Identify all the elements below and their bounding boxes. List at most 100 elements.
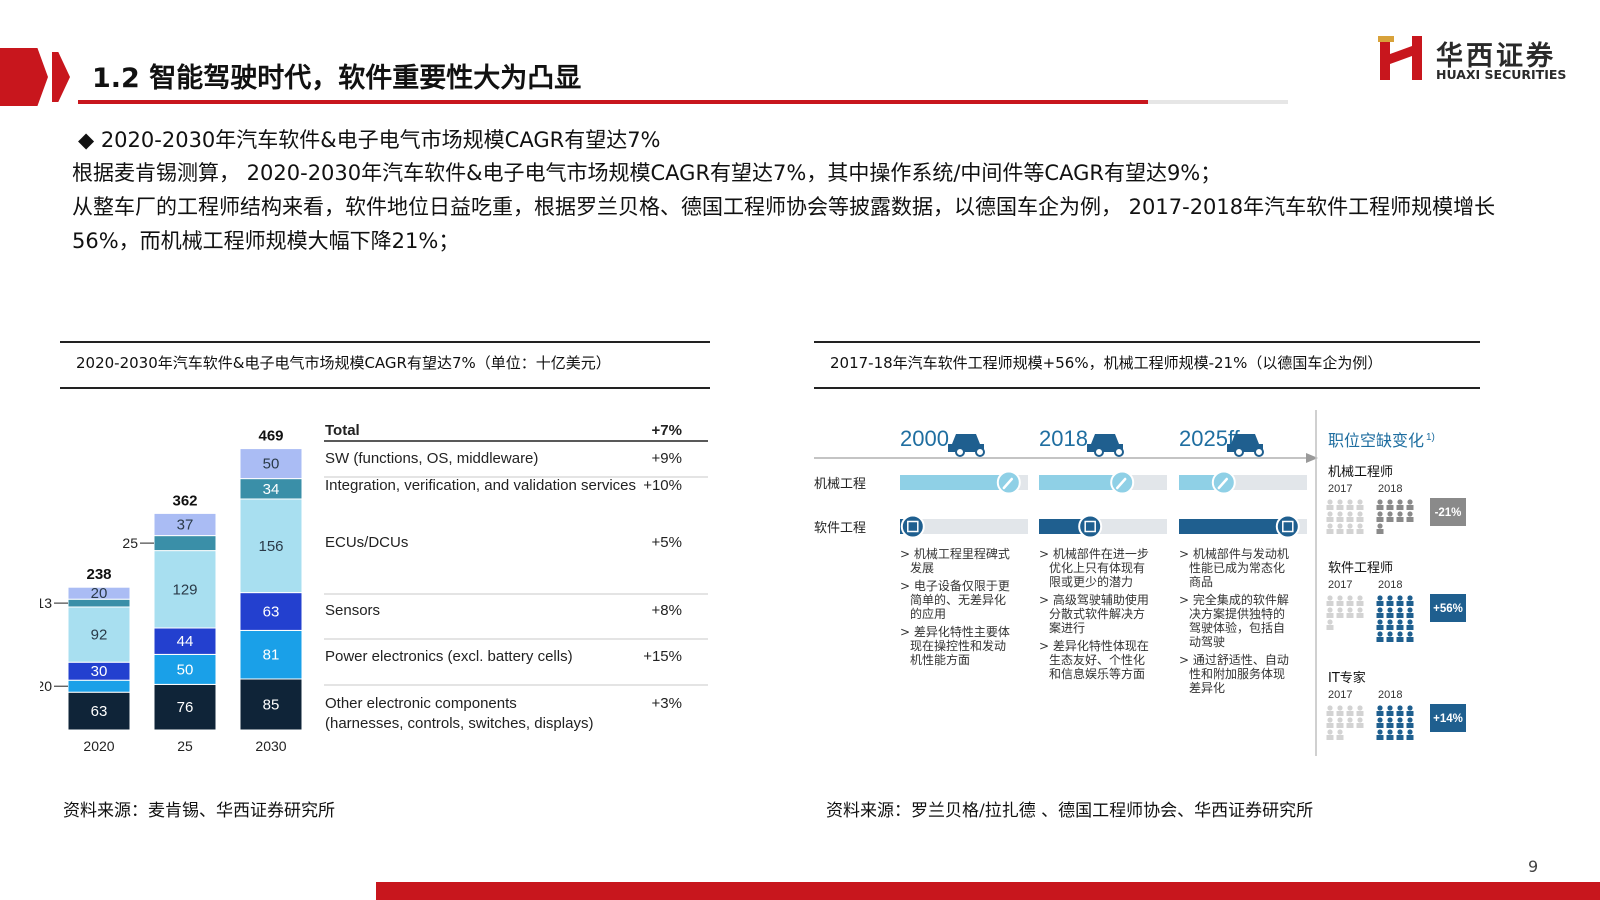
person-body-shape — [1406, 505, 1414, 510]
person-icon — [1377, 705, 1383, 711]
person-body-shape — [1326, 517, 1334, 522]
wrench-shaft-shape — [1002, 477, 1014, 490]
data-label: 156 — [258, 538, 283, 555]
bullet-line: > 机械部件在进一步 — [1039, 546, 1149, 561]
left-panel-source: 资料来源：麦肯锡、华西证券研究所 — [63, 801, 335, 821]
person-icon — [1387, 511, 1393, 517]
person-icon — [1407, 619, 1413, 625]
person-body-shape — [1376, 529, 1384, 534]
person-body-shape — [1376, 735, 1384, 740]
person-icon — [1337, 499, 1343, 505]
person-body-shape — [1396, 735, 1404, 740]
person-icon — [1387, 499, 1393, 505]
bullet-line: 案进行 — [1049, 620, 1085, 635]
legend-series-cagr: +3% — [652, 695, 682, 712]
bullet-line: > 电子设备仅限于更 — [900, 579, 1010, 593]
person-body-shape — [1336, 735, 1344, 740]
person-body-shape — [1336, 505, 1344, 510]
person-icon — [1357, 705, 1363, 711]
year-label: 2000 — [900, 426, 949, 451]
person-icon — [1327, 511, 1333, 517]
person-icon — [1377, 499, 1383, 505]
person-icon — [1387, 705, 1393, 711]
chip-square-shape — [907, 520, 919, 533]
side-panel-header: 职位空缺变化 — [1328, 431, 1424, 450]
person-icon — [1357, 607, 1363, 613]
bar-segment — [67, 586, 131, 600]
bar-segment — [153, 535, 217, 552]
person-icon — [1397, 595, 1403, 601]
person-body-shape — [1356, 517, 1364, 522]
bullet-line: 现在操控性和发动 — [910, 638, 1006, 653]
person-body-shape — [1386, 625, 1394, 630]
bar-segment — [153, 683, 217, 731]
x-tick-label: 2020 — [83, 738, 114, 754]
person-icon — [1397, 631, 1403, 637]
person-body-shape — [1356, 613, 1364, 618]
total-label: 469 — [258, 428, 283, 445]
data-label: 85 — [263, 697, 280, 714]
header-tab-shape — [0, 48, 48, 106]
person-icon — [1357, 499, 1363, 505]
person-icon — [1347, 511, 1353, 517]
left-panel-top-rule — [60, 341, 710, 343]
left-panel-bottom-rule — [60, 387, 710, 389]
legend-series-cagr: +9% — [652, 450, 682, 467]
person-body-shape — [1386, 613, 1394, 618]
right-panel-bottom-rule — [814, 387, 1480, 389]
person-body-shape — [1376, 625, 1384, 630]
person-body-shape — [1406, 517, 1414, 522]
data-label: 63 — [263, 604, 280, 621]
person-icon — [1357, 717, 1363, 723]
paragraph-2: 从整车厂的工程师结构来看，软件地位日益吃重，根据罗兰贝格、德国工程师协会等披露数… — [72, 195, 1496, 253]
legend-series-name: (harnesses, controls, switches, displays… — [325, 715, 593, 732]
person-body-shape — [1406, 637, 1414, 642]
bullet-line: > 机械工程里程碑式 — [900, 546, 1010, 561]
mech-bar-fill — [900, 475, 1009, 490]
person-body-shape — [1326, 505, 1334, 510]
car-body-shape — [1087, 434, 1123, 452]
person-body-shape — [1396, 505, 1404, 510]
person-icon — [1407, 631, 1413, 637]
person-body-shape — [1396, 517, 1404, 522]
bullet-line: 限或更少的潜力 — [1049, 574, 1133, 589]
data-label: 81 — [263, 647, 280, 664]
person-icon — [1337, 595, 1343, 601]
change-badge-text: +14% — [1433, 713, 1463, 725]
person-body-shape — [1336, 529, 1344, 534]
change-badge-text: +56% — [1433, 603, 1463, 615]
legend-header-name: Total — [325, 422, 360, 439]
bullet-line: > 完全集成的软件解 — [1179, 592, 1289, 607]
data-label: 92 — [91, 627, 108, 644]
person-icon — [1377, 607, 1383, 613]
person-icon — [1377, 595, 1383, 601]
right-panel-source: 资料来源：罗兰贝格/拉扎德 、德国工程师协会、华西证券研究所 — [826, 801, 1314, 821]
left-panel-title: 2020-2030年汽车软件&电子电气市场规模CAGR有望达7%（单位：十亿美元… — [76, 354, 611, 372]
car-icon — [1227, 434, 1264, 457]
person-body-shape — [1406, 723, 1414, 728]
person-body-shape — [1406, 601, 1414, 606]
bullet-heading: ◆ 2020-2030年汽车软件&电子电气市场规模CAGR有望达7% — [78, 128, 661, 152]
person-icon — [1327, 595, 1333, 601]
person-body-shape — [1406, 625, 1414, 630]
year-label: 2018 — [1039, 426, 1088, 451]
logo-text-cn: 华西证券 — [1436, 41, 1556, 72]
person-body-shape — [1346, 711, 1354, 716]
person-icon — [1397, 619, 1403, 625]
person-body-shape — [1346, 613, 1354, 618]
person-body-shape — [1356, 529, 1364, 534]
person-icon — [1397, 499, 1403, 505]
car-wheel-shape — [1114, 447, 1124, 457]
bullet-line: > 差异化特性体现在 — [1039, 638, 1149, 653]
legend-series-name: Other electronic components — [325, 695, 517, 712]
person-icon — [1347, 705, 1353, 711]
legend-series-cagr: +10% — [643, 477, 682, 494]
person-body-shape — [1326, 613, 1334, 618]
bullet-line: 生态友好、个性化 — [1049, 653, 1145, 667]
data-label: 37 — [177, 517, 194, 534]
side-panel-header-sup: 1) — [1426, 432, 1435, 443]
bullet-line: 性和附加服务体现 — [1189, 666, 1285, 681]
person-body-shape — [1376, 637, 1384, 642]
stacked-bar-chart: 63 76 85 50 81 30 44 63 92 129 156 34 20 37 50 238 362 46… — [40, 422, 708, 754]
